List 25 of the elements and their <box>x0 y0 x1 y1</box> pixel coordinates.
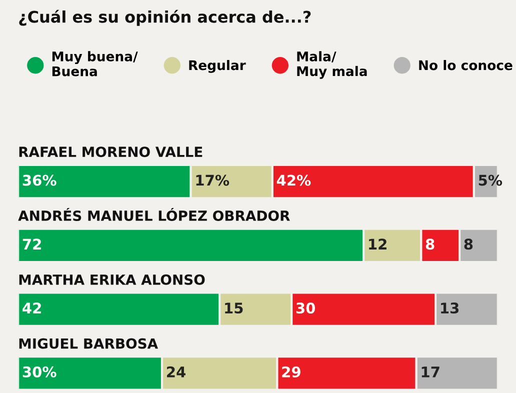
data-label: 5% <box>478 174 502 186</box>
data-label: 17% <box>196 174 230 186</box>
data-label: 42% <box>276 174 311 186</box>
data-label: 36% <box>22 174 56 186</box>
legend-label: Muy buena/ Buena <box>52 51 138 76</box>
data-label: 13 <box>441 302 459 314</box>
data-label: 15 <box>225 302 243 314</box>
data-label: 17 <box>422 366 440 378</box>
data-label: 29 <box>282 366 300 378</box>
y-tick-label: MARTHA ERIKA ALONSO <box>19 274 205 285</box>
chart-title: ¿Cuál es su opinión acerca de...? <box>19 10 311 26</box>
data-label: 24 <box>167 366 186 378</box>
legend-label: Mala/ Muy mala <box>297 51 367 79</box>
y-tick-label: ANDRÉS MANUEL LÓPEZ OBRADOR <box>18 208 290 222</box>
data-label: 30 <box>296 302 316 314</box>
data-label: 72 <box>22 238 41 250</box>
legend-label: No lo conoce <box>419 60 512 70</box>
data-label: 42 <box>22 302 41 314</box>
data-label: 8 <box>426 238 434 250</box>
legend-label: Regular <box>189 60 246 73</box>
y-tick-label: RAFAEL MORENO VALLE <box>19 146 202 158</box>
data-label: 12 <box>369 238 386 250</box>
data-label: 8 <box>464 238 473 250</box>
y-tick-label: MIGUEL BARBOSA <box>19 338 158 349</box>
data-label: 30% <box>22 366 56 378</box>
